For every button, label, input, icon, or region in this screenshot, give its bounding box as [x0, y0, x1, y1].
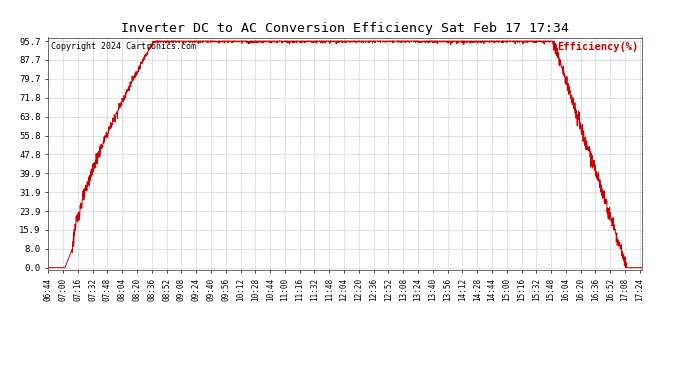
Title: Inverter DC to AC Conversion Efficiency Sat Feb 17 17:34: Inverter DC to AC Conversion Efficiency … [121, 22, 569, 35]
Text: Copyright 2024 Cartronics.com: Copyright 2024 Cartronics.com [51, 42, 196, 51]
Text: Efficiency(%): Efficiency(%) [558, 42, 639, 52]
